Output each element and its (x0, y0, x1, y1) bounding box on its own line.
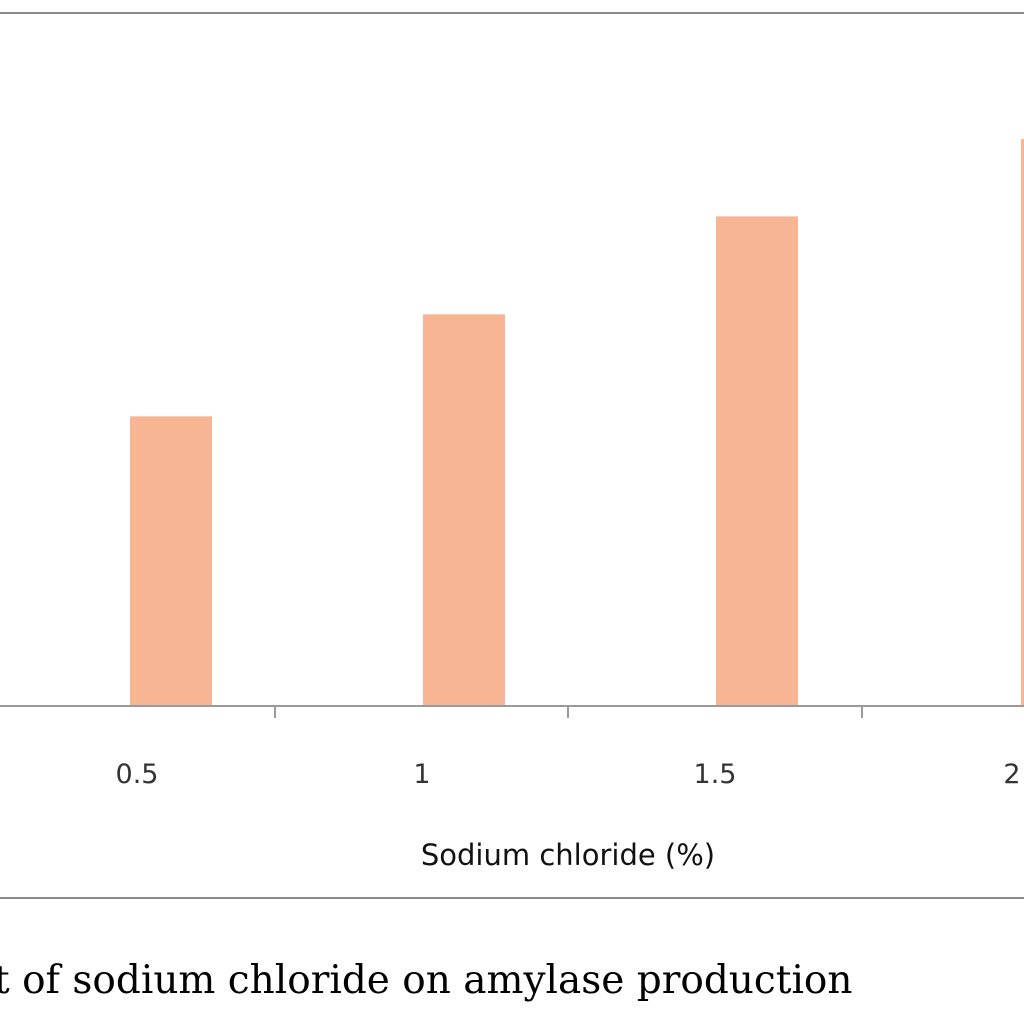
x-tick-label-1: 1 (413, 759, 430, 790)
x-tick-label-1.5: 1.5 (694, 759, 737, 790)
bar-1 (423, 314, 505, 706)
bar-1.5 (716, 216, 798, 706)
bars-group (130, 139, 1024, 707)
bar-2 (1021, 139, 1024, 707)
x-tick-label-2: 2 (1003, 759, 1020, 790)
figure-top-border (0, 12, 1024, 14)
x-axis-title: Sodium chloride (%) (421, 838, 715, 872)
bar-chart: 0.5 1 1.5 2 Sodium chloride (%) (0, 139, 1024, 872)
bar-0.5 (130, 416, 212, 706)
x-tick-label-0.5: 0.5 (116, 759, 159, 790)
x-axis-ticks (274, 706, 863, 718)
figure-caption: t of sodium chloride on amylase producti… (0, 958, 853, 1003)
figure-bottom-border (0, 897, 1024, 899)
x-axis-tick-labels: 0.5 1 1.5 2 (116, 759, 1021, 790)
